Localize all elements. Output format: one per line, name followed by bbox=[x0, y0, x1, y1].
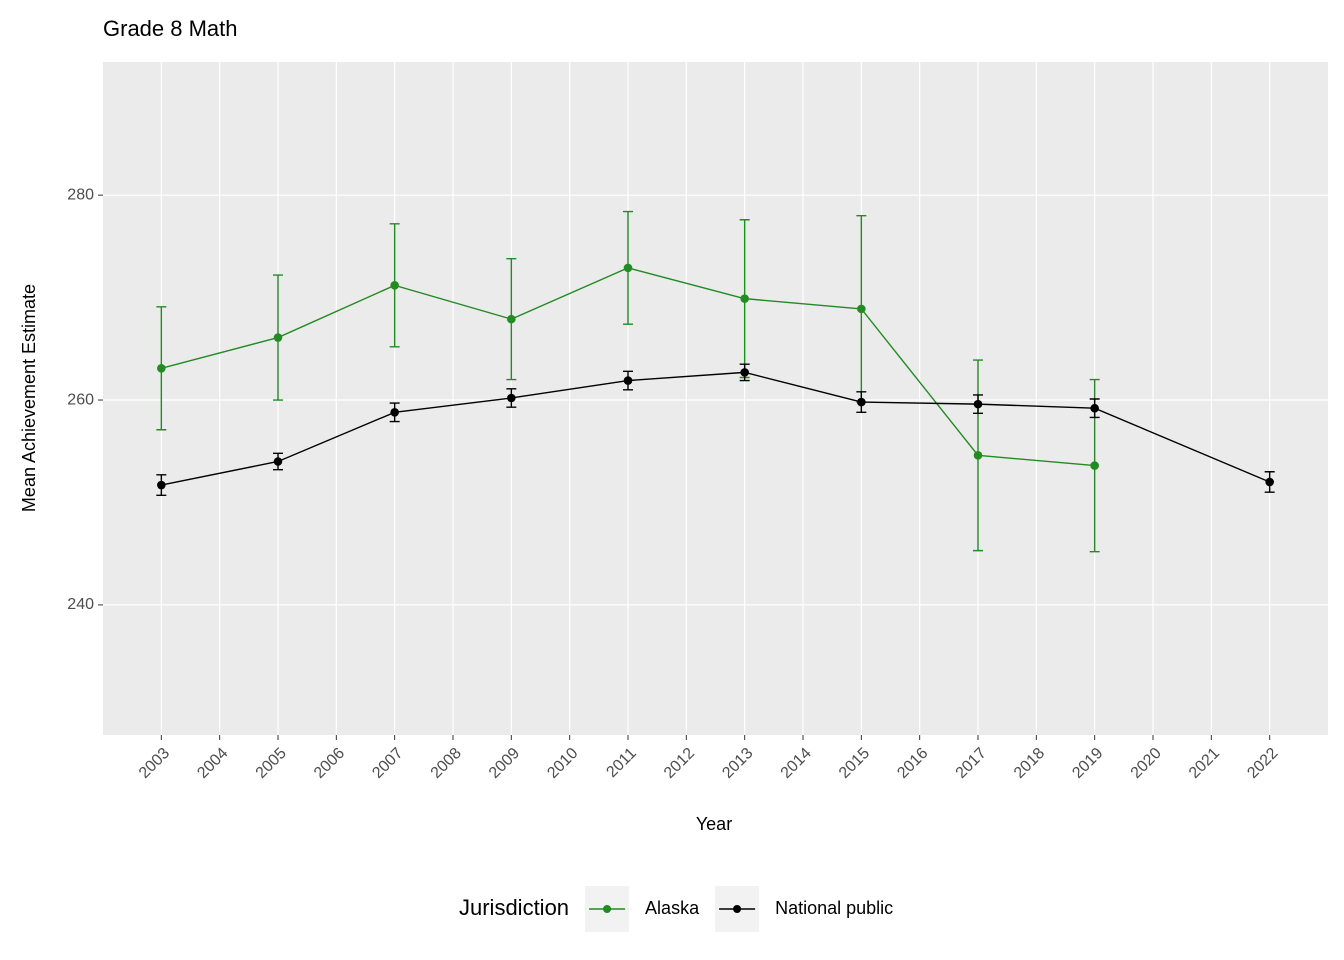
x-tick-label: 2009 bbox=[486, 745, 523, 782]
x-tick-label: 2004 bbox=[194, 745, 231, 782]
x-tick-label: 2018 bbox=[1011, 745, 1048, 782]
legend-point bbox=[603, 905, 612, 913]
x-tick-label: 2011 bbox=[603, 745, 639, 781]
legend-label: Alaska bbox=[645, 898, 700, 918]
point bbox=[273, 457, 283, 466]
x-tick-label: 2022 bbox=[1244, 745, 1281, 782]
x-tick-label: 2014 bbox=[778, 745, 815, 782]
x-tick-label: 2012 bbox=[661, 745, 698, 782]
y-tick-label: 280 bbox=[67, 186, 94, 203]
point bbox=[740, 368, 749, 377]
point bbox=[623, 376, 633, 385]
legend-point bbox=[733, 905, 742, 913]
legend-label: National public bbox=[775, 898, 893, 918]
point bbox=[390, 281, 399, 290]
x-tick-label: 2010 bbox=[544, 745, 581, 782]
x-tick-label: 2019 bbox=[1069, 745, 1106, 782]
series bbox=[156, 210, 1100, 553]
point bbox=[1090, 461, 1099, 470]
point bbox=[157, 363, 166, 373]
x-tick-label: 2005 bbox=[253, 745, 290, 782]
x-tick-label: 2003 bbox=[136, 745, 173, 782]
x-tick-label: 2013 bbox=[719, 745, 756, 782]
y-tick-label: 240 bbox=[67, 596, 94, 613]
x-tick-label: 2017 bbox=[953, 745, 990, 782]
point bbox=[857, 304, 866, 314]
point bbox=[273, 333, 283, 342]
x-tick-label: 2015 bbox=[836, 745, 873, 782]
point bbox=[507, 393, 516, 403]
chart-title: Grade 8 Math bbox=[103, 16, 238, 41]
x-tick-label: 2006 bbox=[311, 745, 348, 782]
y-tick-label: 260 bbox=[67, 391, 94, 408]
panel bbox=[103, 62, 1328, 735]
point bbox=[740, 294, 749, 303]
x-axis-title: Year bbox=[696, 814, 732, 834]
x-tick-label: 2016 bbox=[894, 745, 931, 782]
x-tick-label: 2008 bbox=[428, 745, 465, 782]
point bbox=[857, 397, 866, 407]
point bbox=[623, 263, 633, 273]
series bbox=[156, 363, 1275, 497]
point bbox=[973, 399, 983, 409]
y-axis-title: Mean Achievement Estimate bbox=[19, 284, 39, 512]
x-tick-label: 2007 bbox=[369, 745, 406, 782]
x-tick-label: 2020 bbox=[1128, 745, 1165, 782]
point bbox=[1090, 403, 1099, 413]
x-tick-label: 2021 bbox=[1186, 745, 1223, 782]
legend-title: Jurisdiction bbox=[459, 895, 569, 920]
line bbox=[161, 371, 1270, 486]
point bbox=[507, 314, 516, 324]
point bbox=[973, 451, 983, 460]
point bbox=[390, 408, 399, 417]
legend-item: National public bbox=[715, 886, 893, 932]
point bbox=[157, 480, 166, 490]
point bbox=[1265, 477, 1274, 487]
legend-item: Alaska bbox=[585, 886, 700, 932]
